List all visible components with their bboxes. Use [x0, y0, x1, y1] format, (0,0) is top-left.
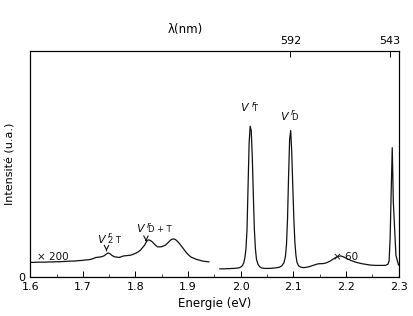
Text: V: V — [136, 224, 144, 234]
Text: V: V — [280, 112, 287, 122]
Text: D + T: D + T — [147, 225, 171, 234]
Text: × 200: × 200 — [36, 252, 68, 262]
Text: r: r — [251, 100, 255, 109]
Text: V: V — [97, 235, 104, 245]
Text: 2 T: 2 T — [108, 236, 121, 245]
Text: T: T — [252, 104, 257, 113]
Text: V: V — [240, 103, 248, 113]
Text: D: D — [291, 113, 298, 122]
Text: r: r — [107, 231, 111, 240]
Text: × 60: × 60 — [333, 252, 358, 262]
X-axis label: Energie (eV): Energie (eV) — [178, 297, 251, 310]
Text: r: r — [147, 221, 150, 230]
Y-axis label: Intensité (u.a.): Intensité (u.a.) — [5, 123, 16, 205]
Text: r: r — [291, 108, 294, 117]
X-axis label: λ(nm): λ(nm) — [167, 23, 202, 36]
